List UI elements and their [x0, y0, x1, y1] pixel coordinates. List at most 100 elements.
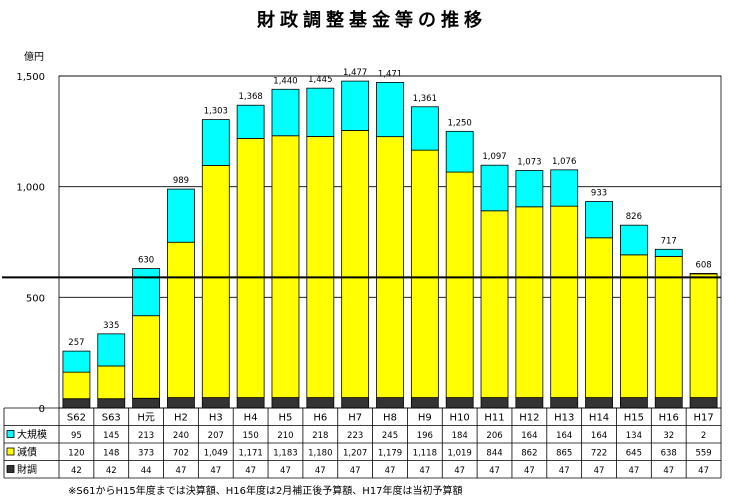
bar-zaicho: [306, 397, 335, 409]
total-label: 1,303: [204, 107, 228, 117]
total-labels: 257 335 630 989 1,303 1,368 1,440 1,445 1,477 1,4…: [68, 68, 711, 348]
table-cell: 47: [176, 466, 187, 476]
bar-daikibo: [97, 333, 126, 367]
bar-gensai: [654, 255, 683, 398]
bar-gensai: [97, 365, 126, 400]
category-label: H16: [659, 413, 679, 424]
table-cell: 207: [208, 431, 224, 441]
category-label: H元: [137, 413, 155, 424]
bar-gensai: [132, 315, 161, 399]
legend-label: 大規模: [17, 428, 47, 441]
table-cell: 44: [141, 466, 152, 476]
category-label: H5: [279, 413, 293, 424]
bar-daikibo: [515, 170, 544, 208]
table-cell: 702: [173, 449, 189, 459]
bar-zaicho: [62, 398, 91, 409]
table-cell: 47: [628, 466, 639, 476]
total-label: 1,471: [378, 69, 402, 79]
bar-zaicho: [619, 397, 648, 409]
total-label: 1,440: [273, 76, 297, 86]
table-cell: 213: [138, 431, 154, 441]
bar-gensai: [341, 130, 370, 398]
bar-zaicho: [236, 397, 265, 409]
table-cell: 865: [556, 449, 572, 459]
table-cell: 150: [243, 431, 259, 441]
table-cell: 120: [68, 449, 84, 459]
y-axis-ticks: 0 500 1,000 1,500: [16, 72, 45, 415]
table-cell: 245: [382, 431, 398, 441]
bar-zaicho: [167, 397, 195, 409]
bar-daikibo: [271, 88, 300, 137]
legend-swatch: [6, 465, 15, 473]
table-cell: 32: [663, 431, 674, 441]
bar-gensai: [689, 273, 718, 398]
table-cell: 1,118: [413, 449, 437, 459]
bar-daikibo: [341, 80, 370, 131]
table-cell: 184: [452, 431, 468, 441]
bar-gensai: [585, 237, 613, 398]
table-cell: 645: [626, 449, 642, 459]
bar-gensai: [480, 210, 509, 398]
footnote: ※S61からH15年度までは決算額、H16年度は2月補正後予算額、H17年度は当…: [68, 484, 463, 497]
bar-gensai: [167, 241, 195, 398]
table-cell: 47: [210, 466, 221, 476]
legend-swatch: [6, 430, 15, 438]
table-cell: 1,019: [448, 449, 472, 459]
category-label: H6: [313, 413, 327, 424]
bar-gensai: [410, 149, 439, 398]
bar-daikibo: [410, 106, 439, 151]
table-cell: 47: [385, 466, 396, 476]
bar-zaicho: [585, 397, 613, 409]
bar-gensai: [619, 254, 648, 398]
bar-daikibo: [585, 201, 613, 239]
table-cell: 1,180: [308, 449, 332, 459]
table-cell: 218: [312, 431, 328, 441]
chart-title: 財政調整基金等の推移: [257, 9, 487, 31]
bar-zaicho: [445, 397, 474, 409]
table-cell: 223: [347, 431, 363, 441]
table-cell: 206: [486, 431, 502, 441]
category-label: H13: [554, 413, 574, 424]
bar-zaicho: [550, 397, 579, 409]
category-label: S63: [102, 413, 121, 424]
table-cell: 47: [245, 466, 256, 476]
category-label: H2: [174, 413, 188, 424]
bar-zaicho: [97, 398, 126, 409]
y-tick-label: 500: [26, 293, 45, 304]
bar-zaicho: [132, 397, 161, 409]
bar-daikibo: [654, 248, 683, 257]
table-cell: 148: [103, 449, 119, 459]
bar-daikibo: [619, 224, 648, 256]
bar-gensai: [550, 205, 579, 398]
bar-zaicho: [480, 397, 509, 409]
total-label: 257: [68, 338, 84, 348]
table-cell: 196: [417, 431, 433, 441]
bar-daikibo: [306, 87, 335, 137]
table-cell: 42: [106, 466, 117, 476]
total-label: 933: [591, 188, 607, 198]
bar-zaicho: [654, 397, 683, 409]
bar-gensai: [62, 371, 91, 400]
table-cell: 47: [524, 466, 535, 476]
category-label: H12: [519, 413, 539, 424]
table-cell: 210: [277, 431, 293, 441]
category-label: S62: [67, 413, 86, 424]
category-label: H14: [589, 413, 609, 424]
table-cell: 1,171: [238, 449, 262, 459]
bar-daikibo: [201, 119, 230, 166]
bar-stacks: [62, 80, 718, 409]
y-tick-label: 0: [39, 404, 45, 415]
category-label: H9: [418, 413, 432, 424]
table-cell: 1,049: [204, 449, 228, 459]
y-axis-unit: 億円: [24, 50, 44, 63]
table-cell: 95: [71, 431, 82, 441]
table-cell: 47: [489, 466, 500, 476]
category-label: H3: [209, 413, 223, 424]
category-label: H11: [484, 413, 504, 424]
total-label: 1,368: [238, 92, 262, 102]
bar-daikibo: [236, 104, 265, 139]
total-label: 1,073: [517, 158, 541, 168]
total-label: 335: [103, 321, 119, 331]
total-label: 608: [695, 260, 711, 270]
